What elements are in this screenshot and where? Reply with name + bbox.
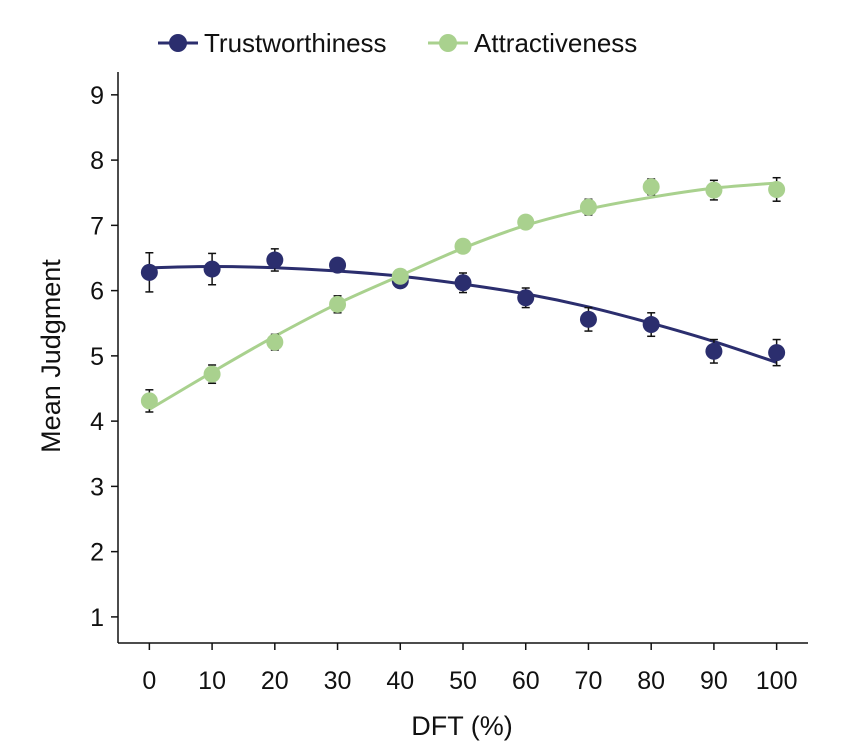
data-point-trustworthiness: [454, 274, 472, 292]
legend-marker-trustworthiness: [169, 34, 187, 52]
legend-item-attractiveness: Attractiveness: [428, 28, 637, 58]
x-tick-label: 80: [637, 667, 665, 695]
x-tick-label: 10: [198, 667, 226, 695]
data-point-attractiveness: [203, 365, 221, 383]
x-tick-label: 90: [700, 667, 728, 695]
data-point-attractiveness: [266, 333, 284, 351]
legend-marker-attractiveness: [439, 34, 457, 52]
data-point-trustworthiness: [266, 251, 284, 269]
data-point-trustworthiness: [140, 263, 158, 281]
legend: Trustworthiness Attractiveness: [158, 28, 637, 58]
data-point-attractiveness: [140, 392, 158, 410]
legend-item-trustworthiness: Trustworthiness: [158, 28, 387, 58]
data-point-attractiveness: [454, 237, 472, 255]
x-tick-label: 30: [324, 667, 352, 695]
y-tick-label: 1: [90, 604, 104, 632]
data-point-attractiveness: [768, 180, 786, 198]
data-point-trustworthiness: [705, 342, 723, 360]
y-axis-label: Mean Judgment: [36, 259, 66, 453]
y-tick-label: 5: [90, 343, 104, 371]
y-tick-label: 7: [90, 212, 104, 240]
series-attractiveness: [140, 176, 786, 413]
y-tick-label: 6: [90, 278, 104, 306]
y-tick-label: 9: [90, 82, 104, 110]
x-tick-label: 50: [449, 667, 477, 695]
data-point-attractiveness: [705, 181, 723, 199]
data-point-trustworthiness: [329, 256, 347, 274]
data-point-trustworthiness: [768, 344, 786, 362]
data-point-trustworthiness: [642, 316, 660, 334]
data-point-trustworthiness: [203, 260, 221, 278]
plot-area: [140, 176, 786, 413]
data-point-attractiveness: [579, 198, 597, 216]
x-tick-label: 0: [142, 667, 156, 695]
data-point-attractiveness: [642, 178, 660, 196]
y-tick-label: 4: [90, 408, 104, 436]
legend-label-trustworthiness: Trustworthiness: [204, 28, 387, 58]
fit-line-attractiveness: [148, 181, 777, 411]
y-tick-label: 3: [90, 473, 104, 501]
data-point-trustworthiness: [579, 310, 597, 328]
y-tick-label: 8: [90, 147, 104, 175]
data-point-attractiveness: [517, 213, 535, 231]
x-tick-label: 70: [575, 667, 603, 695]
data-point-trustworthiness: [517, 289, 535, 307]
series-trustworthiness: [140, 248, 786, 367]
legend-label-attractiveness: Attractiveness: [474, 28, 637, 58]
x-tick-label: 100: [756, 667, 798, 695]
x-tick-label: 60: [512, 667, 540, 695]
data-point-attractiveness: [391, 267, 409, 285]
x-axis-label: DFT (%): [411, 711, 513, 741]
data-point-attractiveness: [329, 295, 347, 313]
x-tick-label: 20: [261, 667, 289, 695]
y-tick-label: 2: [90, 539, 104, 567]
x-tick-label: 40: [386, 667, 414, 695]
